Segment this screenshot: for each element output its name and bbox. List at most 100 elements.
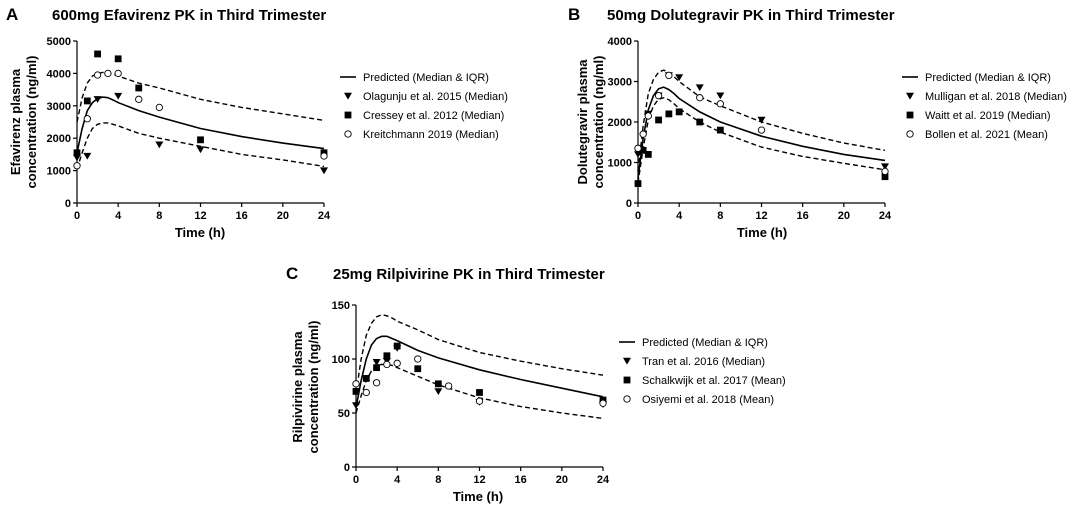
panel-b-legend-label: Bollen et al. 2021 (Mean) [925, 129, 1048, 141]
panel-c-circle-point [352, 380, 360, 388]
panel-b-predicted-q3-line [637, 69, 886, 171]
panel-b-triangle-point [695, 84, 704, 92]
panel-b-title: 50mg Dolutegravir PK in Third Trimester [607, 7, 895, 24]
panel-b-y-tick-label: 2000 [608, 117, 632, 129]
panel-a-circle-point [320, 152, 328, 160]
panel-c-square-point [352, 388, 360, 395]
panel-c-legend-square-swatch [623, 376, 631, 384]
panel-a-x-tick-label: 24 [318, 210, 331, 222]
panel-c-y-tick-label: 150 [332, 300, 350, 312]
panel-a-x-tick-label: 16 [236, 210, 248, 222]
panel-a-circle-point [93, 71, 102, 79]
panel-c-triangle-point [434, 388, 443, 395]
panel-a-circle-point [83, 115, 91, 123]
panel-b-x-tick-label: 8 [717, 210, 723, 222]
panel-a-triangle-point [196, 146, 205, 154]
panel-b-square-point [644, 151, 652, 158]
panel-c-legend-label: Tran et al. 2016 (Median) [642, 356, 765, 368]
panel-b-triangle-point [716, 92, 725, 100]
panel-a-triangle-point [320, 167, 328, 175]
panel-a-letter: A [6, 5, 18, 24]
panel-c-legend-circle-swatch [623, 395, 631, 403]
panel-b-circle-point [634, 144, 642, 152]
panel-b-square-point [634, 180, 642, 187]
panel-c: C 25mg Rilpivirine PK in Third Trimester… [286, 264, 786, 504]
panel-a-circle-point [104, 69, 112, 78]
panel-c-title: 25mg Rilpivirine PK in Third Trimester [333, 266, 605, 283]
panel-b-x-tick-label: 0 [635, 210, 641, 222]
panel-a-ylabel-line2: concentration (ng/ml) [24, 56, 39, 189]
panel-c-xlabel: Time (h) [453, 489, 503, 504]
panel-a-xlabel: Time (h) [175, 225, 225, 240]
panel-a-legend-label: Cressey et al. 2012 (Median) [363, 110, 504, 122]
panel-a-triangle-point [114, 92, 123, 100]
panel-c-y-tick-label: 0 [344, 462, 350, 474]
panel-a-plot-area: 0 1000 2000 3000 4000 5000 0 4 8 12 16 20 24 [47, 36, 331, 222]
panel-c-square-point [383, 352, 391, 360]
panel-c-legend-label: Schalkwijk et al. 2017 (Mean) [642, 375, 786, 387]
panel-b-x-tick-label: 16 [797, 210, 809, 222]
panel-c-triangle-point [372, 359, 381, 366]
panel-c-x-tick-label: 12 [473, 474, 485, 486]
panel-c-circle-point [393, 359, 401, 367]
panel-b-legend-label: Waitt et al. 2019 (Median) [925, 110, 1051, 122]
panel-c-plot-area: 0 50 100 150 0 4 8 12 16 20 24 [332, 300, 610, 486]
panel-b-circle-point [665, 71, 673, 80]
panel-b-y-tick-label: 0 [626, 198, 632, 210]
panel-b-legend: Predicted (Median & IQR) Mulligan et al. … [902, 72, 1067, 141]
panel-c-x-tick-label: 16 [515, 474, 527, 486]
panel-c-ylabel-line1: Rilpivirine plasma [290, 331, 305, 443]
panel-a-square-point [114, 55, 122, 63]
panel-a-x-tick-label: 12 [194, 210, 206, 222]
panel-a-predicted-q1-line [76, 122, 325, 170]
panel-b-predicted-q1-line [637, 96, 886, 183]
panel-c-x-tick-label: 0 [353, 474, 359, 486]
panel-a-legend-label: Olagunju et al. 2015 (Median) [363, 91, 508, 103]
panel-a-triangle-point [83, 152, 92, 160]
panel-a-y-tick-label: 1000 [47, 166, 71, 178]
panel-b-legend-square-swatch [906, 111, 914, 119]
panel-a-legend-circle-swatch [344, 130, 352, 138]
panel-b: B 50mg Dolutegravir PK in Third Trimeste… [568, 5, 1067, 240]
panel-a-square-point [94, 50, 101, 58]
panel-c-legend-triangle-swatch [623, 357, 631, 365]
panel-b-square-point [665, 110, 673, 118]
panel-c-x-tick-label: 8 [435, 474, 441, 486]
panel-b-x-tick-label: 4 [676, 210, 683, 222]
panel-b-square-point [675, 108, 683, 116]
panel-a-ylabel-line1: Efavirenz plasma [8, 68, 23, 175]
panel-b-circle-point [881, 167, 889, 176]
panel-c-triangle-point [352, 402, 360, 410]
panel-c-y-tick-label: 50 [338, 408, 350, 420]
panel-b-legend-circle-swatch [906, 130, 914, 138]
panel-c-circle-point [383, 360, 391, 369]
panel-b-circle-point [639, 130, 647, 138]
panel-a-x-tick-label: 0 [74, 210, 80, 222]
panel-b-circle-point [696, 94, 704, 102]
panel-b-y-tick-label: 3000 [608, 77, 632, 89]
panel-c-legend: Predicted (Median & IQR) Tran et al. 2016… [619, 337, 786, 406]
panel-b-predicted-median-line [637, 86, 886, 179]
panel-b-triangle-point [757, 116, 766, 124]
panel-b-square-point [716, 126, 724, 134]
panel-b-legend-label: Mulligan et al. 2018 (Median) [925, 91, 1067, 103]
panel-b-triangle-point [675, 74, 684, 82]
panel-c-circle-point [599, 399, 607, 407]
panel-a-square-point [73, 149, 81, 157]
panel-b-legend-triangle-swatch [906, 92, 914, 100]
panel-b-ylabel-line2: concentration (ng/ml) [591, 56, 606, 189]
panel-c-square-point [476, 389, 483, 396]
panel-b-y-tick-label: 1000 [608, 158, 632, 170]
panel-a-legend: Predicted (Median & IQR) Olagunju et al. … [340, 72, 508, 141]
panel-c-legend-label: Osiyemi et al. 2018 (Mean) [642, 394, 774, 406]
panel-b-square-point [639, 146, 647, 154]
panel-b-y-tick-label: 4000 [608, 36, 632, 48]
panel-a-square-point [83, 97, 91, 105]
panel-a-circle-point [155, 103, 163, 112]
panel-b-circle-point [644, 112, 652, 120]
panel-c-circle-point [414, 355, 422, 363]
panel-b-x-tick-label: 20 [838, 210, 850, 222]
panel-c-square-point [434, 380, 442, 388]
panel-a: A 600mg Efavirenz PK in Third Trimester … [6, 5, 508, 240]
